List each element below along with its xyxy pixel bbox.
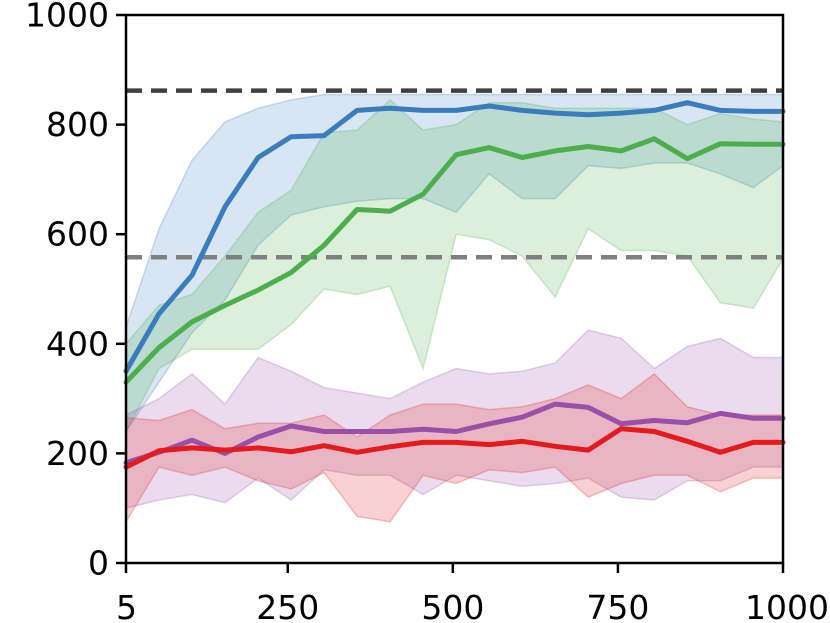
- series-line-4: [123, 426, 786, 470]
- y-tick-label: 1000: [25, 0, 109, 35]
- series-lines: [123, 100, 786, 470]
- confidence-bands: [125, 93, 784, 525]
- y-tick-label: 0: [88, 544, 109, 583]
- y-tick-label: 600: [46, 215, 109, 254]
- x-tick-label: 1000: [745, 588, 829, 623]
- y-tick-label: 800: [46, 105, 109, 144]
- x-tick-label: 250: [256, 588, 319, 623]
- x-tick-label: 750: [586, 588, 649, 623]
- x-tick-label: 500: [421, 588, 484, 623]
- reference-lines: [126, 88, 783, 260]
- axes: 5 250 500 750 1000 0 200 400 600 800 1000: [25, 0, 829, 623]
- plot-frame: [124, 13, 785, 565]
- y-tick-label: 400: [46, 324, 109, 363]
- y-tick-label: 200: [46, 434, 109, 473]
- series-line-1: [123, 100, 786, 374]
- series-line-2: [123, 136, 786, 385]
- x-tick-label: 5: [116, 588, 137, 623]
